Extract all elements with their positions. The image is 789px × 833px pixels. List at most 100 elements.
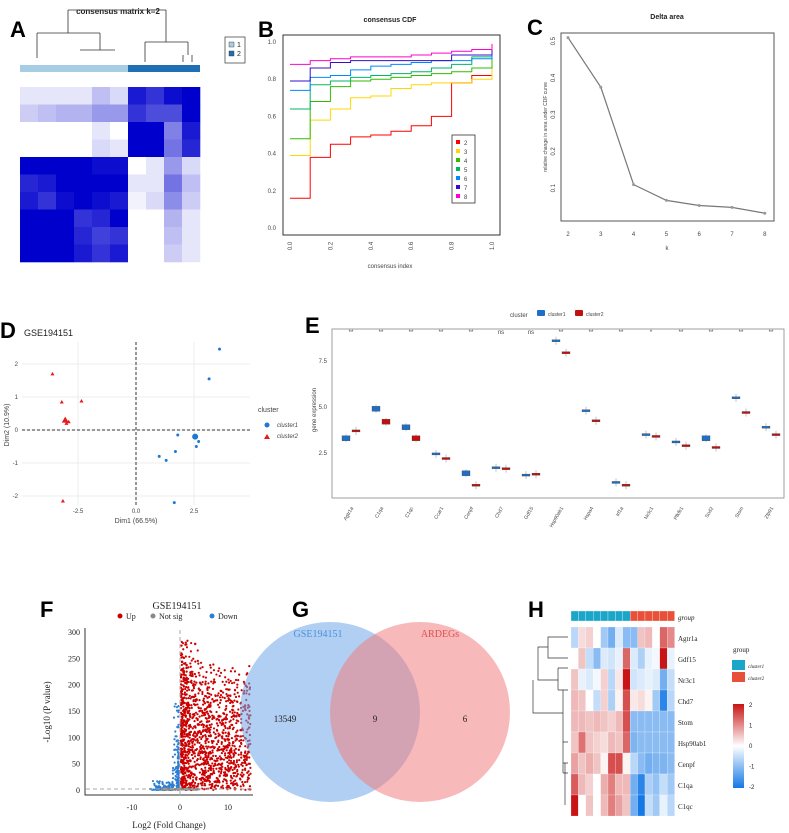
box-cluster1 [431,452,441,456]
heatmap-cell [607,668,616,691]
up-point [216,763,219,767]
up-point [210,723,213,726]
ytick-c: 0.2 [551,147,557,156]
up-point [213,772,216,775]
box-cluster1 [671,440,681,444]
up-point [216,784,220,787]
heatmap-cell [110,87,129,105]
heatmap-cell [182,227,201,245]
up-point [228,698,231,701]
up-point [241,768,244,772]
up-point [228,744,231,747]
down-point [172,784,176,787]
up-point [219,721,222,724]
up-point [183,710,186,713]
up-point [211,740,214,743]
heatmap-cell [110,209,129,228]
heatmap-cell [593,731,601,754]
up-point [209,666,212,669]
up-point [193,760,196,763]
up-point [211,757,214,761]
up-point [239,739,243,742]
up-point [181,766,184,769]
up-point [208,775,212,778]
up-point [203,708,206,711]
heatmap-cell [659,794,668,817]
legend-swatch [732,672,745,682]
up-point [194,735,197,738]
heatmap-cell [593,626,601,649]
heatmap-cell [128,87,147,105]
up-point [210,710,213,714]
group-annotation-cell [622,610,631,622]
up-point [184,655,187,658]
up-point [195,717,198,720]
up-point [189,771,192,774]
up-point [230,715,233,719]
up-point [229,762,232,765]
up-point [209,701,212,704]
up-point [224,774,227,778]
up-point [219,766,222,770]
group-bar-2 [128,65,200,72]
heatmap-cell [585,773,594,796]
up-point [208,764,211,767]
legend-swatch [575,310,583,316]
up-point [236,711,239,715]
up-point [193,730,196,733]
point-cluster2 [64,421,69,425]
up-point [225,773,228,776]
ytick-d: 1 [15,395,19,401]
heatmap-cell [146,244,165,263]
up-point [215,673,218,676]
xtick-e: Cenpf [463,505,475,520]
up-point [190,641,193,645]
up-point [186,639,189,642]
xtick-e: Chd7 [494,506,505,520]
up-point [210,785,213,788]
up-point [244,767,247,770]
heatmap-cell [667,647,675,670]
up-point [205,717,208,720]
heatmap-cell [92,104,111,123]
up-point [191,738,194,741]
up-point [192,687,196,690]
up-point [223,752,227,755]
xtick-e: Irf1a [615,506,625,518]
heatmap-cell [578,647,586,670]
up-point [227,739,230,742]
heatmap-cell [644,668,653,691]
box-cluster2 [681,444,691,447]
up-point [206,691,209,695]
scale-tick: -2 [749,785,755,791]
up-point [179,683,183,686]
down-point [177,776,180,780]
heatmap-cell [622,731,631,754]
up-point [215,743,218,746]
up-point [189,665,192,668]
up-point [183,766,186,769]
down-point [161,780,164,784]
box-cluster2 [561,351,571,354]
down-point [173,705,176,708]
point-cluster2 [79,398,84,403]
box-cluster2 [591,419,601,422]
up-point [234,779,237,782]
up-point [199,757,202,761]
group-annotation-cell [615,610,623,622]
venn-set-label: GSE194151 [294,629,343,640]
heatmap-cell [593,689,601,712]
legend-label: Not sig [159,612,182,621]
xtick-b: 0.8 [450,241,456,250]
xlabel-b: consensus index [368,264,413,270]
up-point [224,676,227,679]
up-point [229,782,233,785]
up-point [196,741,199,744]
up-point [198,741,201,745]
significance-label: ** [559,330,564,336]
up-point [228,769,231,772]
up-point [215,722,219,725]
up-point [199,688,202,692]
up-point [203,702,207,705]
up-point [181,762,185,765]
